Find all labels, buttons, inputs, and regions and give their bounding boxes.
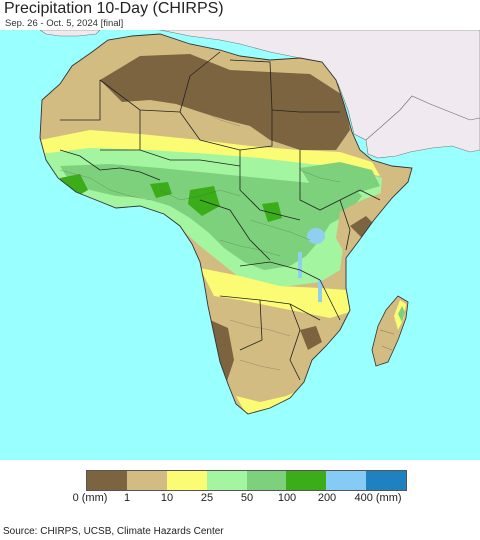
legend-color-bar bbox=[86, 470, 407, 491]
legend-label: 200 bbox=[317, 492, 337, 504]
legend-swatch-5 bbox=[286, 471, 327, 490]
legend-label: 25 bbox=[200, 492, 214, 504]
iberia-land bbox=[39, 29, 101, 37]
legend-label: 10 bbox=[160, 492, 174, 504]
legend-swatch-0 bbox=[87, 471, 127, 490]
legend-swatch-6 bbox=[326, 471, 367, 490]
legend-swatch-1 bbox=[126, 471, 167, 490]
legend-label: 1 bbox=[123, 492, 131, 504]
legend-swatch-4 bbox=[246, 471, 287, 490]
mediterranean-sea bbox=[0, 30, 160, 102]
legend-swatch-3 bbox=[206, 471, 247, 490]
map-title: Precipitation 10-Day (CHIRPS) bbox=[4, 0, 224, 17]
precipitation-map bbox=[0, 29, 480, 460]
legend-label: 400 (mm) bbox=[354, 492, 402, 504]
legend-swatch-7 bbox=[366, 471, 406, 490]
legend-label: 50 bbox=[240, 492, 254, 504]
admin-borders bbox=[59, 109, 341, 371]
country-borders bbox=[59, 51, 381, 381]
legend-label: 0 (mm) bbox=[72, 492, 108, 504]
legend-labels: 0 (mm) 1 10 25 50 100 200 400 (mm) bbox=[0, 492, 480, 506]
source-credit: Source: CHIRPS, UCSB, Climate Hazards Ce… bbox=[3, 526, 224, 537]
lake-victoria bbox=[307, 228, 325, 244]
legend-label: 100 bbox=[277, 492, 297, 504]
map-subtitle: Sep. 26 - Oct. 5, 2024 [final] bbox=[5, 18, 124, 29]
africa-outline bbox=[39, 33, 413, 415]
arabia-land bbox=[365, 95, 480, 159]
legend-swatch-2 bbox=[166, 471, 207, 490]
